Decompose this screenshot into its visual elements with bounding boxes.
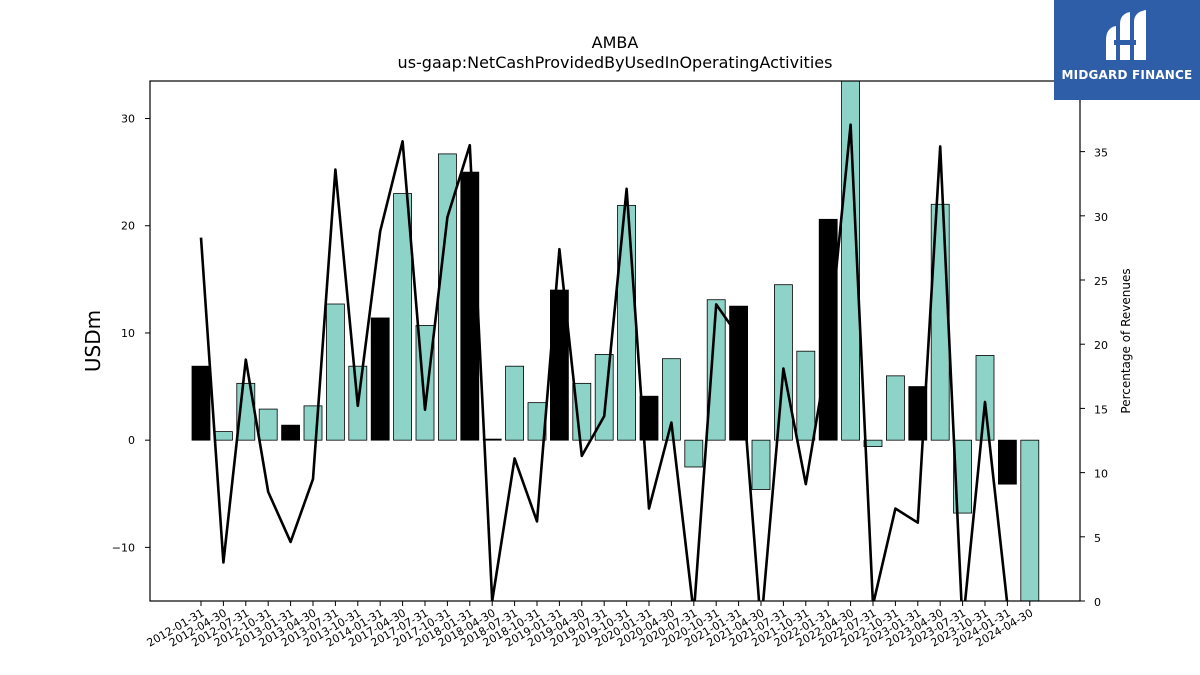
bar-2012-10-31 — [258, 408, 278, 441]
y-tick-label: 20 — [121, 220, 135, 233]
y-tick-label: 0 — [128, 434, 135, 447]
bar-2020-10-31 — [706, 299, 726, 441]
y2-tick-label: 10 — [1094, 468, 1108, 481]
y2-axis-label: Percentage of Revenues — [1119, 268, 1133, 413]
y-tick-label: 30 — [121, 113, 135, 126]
bar-2012-01-31 — [191, 365, 211, 441]
revenue-percentage-line — [199, 123, 1009, 601]
y2-tick-label: 0 — [1094, 596, 1101, 609]
bar-2013-04-30 — [303, 405, 323, 441]
bar-2021-10-31 — [796, 350, 816, 441]
bar-2022-10-31 — [886, 375, 905, 441]
bar-2023-07-31 — [953, 439, 972, 514]
bar-series — [191, 80, 1040, 602]
x-axis-ticks: 2012-01-312012-04-302012-07-312012-10-31… — [145, 601, 1035, 650]
bar-2020-04-30 — [662, 358, 681, 441]
y2-tick-label: 25 — [1094, 275, 1108, 288]
bar-2018-04-30 — [482, 438, 502, 441]
bar-2017-04-30 — [393, 193, 413, 441]
y2-tick-label: 35 — [1094, 147, 1108, 160]
bar-2024-04-30 — [1020, 439, 1040, 602]
bar-2024-01-31 — [998, 439, 1017, 485]
bar-2020-07-31 — [684, 439, 704, 468]
bar-2013-07-31 — [325, 303, 345, 441]
y2-axis-ticks: 0 5 10 15 20 25 30 35 — [1080, 147, 1108, 609]
bar-2013-01-31 — [281, 424, 301, 441]
y-tick-label: −10 — [112, 541, 135, 554]
bar-2012-04-30 — [213, 431, 233, 441]
y-tick-label: 10 — [121, 327, 135, 340]
midgard-finance-logo: MIDGARD FINANCE — [1054, 0, 1200, 100]
bar-2021-04-30 — [751, 439, 771, 490]
y-axis-ticks: −10 0 10 20 30 — [112, 113, 150, 554]
y-axis-label: USDm — [81, 310, 105, 372]
logo-mark-icon — [1106, 10, 1146, 60]
y2-tick-label: 5 — [1094, 532, 1101, 545]
bar-2014-01-31 — [370, 317, 390, 441]
plot-frame — [149, 80, 1081, 602]
y2-tick-label: 30 — [1094, 211, 1108, 224]
bar-2018-07-31 — [505, 365, 525, 441]
chart-title: AMBA — [592, 33, 639, 52]
y2-tick-label: 20 — [1094, 339, 1108, 352]
y2-tick-label: 15 — [1094, 403, 1108, 416]
logo-text: MIDGARD FINANCE — [1061, 68, 1193, 82]
bar-2018-01-31 — [460, 171, 480, 441]
bar-2023-10-31 — [975, 355, 995, 441]
bar-2021-07-31 — [774, 284, 793, 441]
line-series — [199, 123, 1009, 601]
bar-2022-01-31 — [818, 218, 838, 441]
chart-subtitle: us-gaap:NetCashProvidedByUsedInOperating… — [398, 53, 833, 72]
bar-2022-07-31 — [863, 439, 883, 448]
